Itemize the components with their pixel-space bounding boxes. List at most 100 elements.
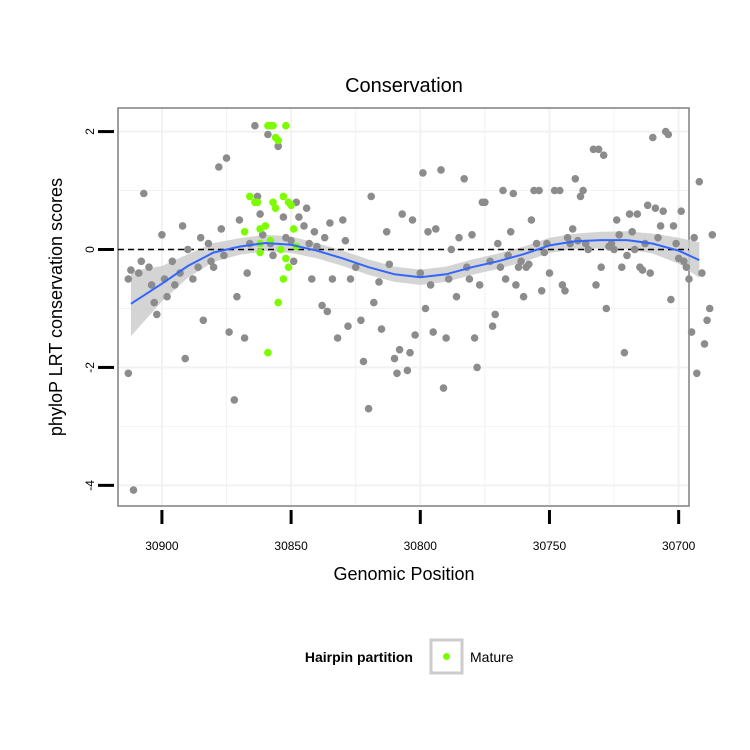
conservation-point [535, 186, 543, 195]
conservation-point [289, 257, 298, 266]
conservation-point [426, 281, 435, 289]
conservation-point [501, 275, 510, 283]
conservation-point [623, 251, 631, 260]
conservation-point [698, 269, 706, 277]
mature-point [271, 204, 280, 212]
conservation-point [269, 251, 277, 260]
conservation-point [506, 228, 515, 236]
conservation-point [367, 192, 376, 201]
conservation-point [659, 207, 667, 215]
y-tick-label: -2 [83, 362, 97, 373]
x-tick-label: 30850 [274, 539, 308, 553]
conservation-point [313, 242, 321, 251]
conservation-point [225, 328, 233, 336]
conservation-point [295, 213, 303, 221]
conservation-point [465, 275, 474, 283]
conservation-point [610, 245, 618, 254]
conservation-point [571, 175, 580, 183]
conservation-point [137, 257, 146, 266]
grid-lines [119, 109, 688, 505]
conservation-point [708, 231, 717, 239]
conservation-point [230, 396, 239, 404]
conservation-point [357, 316, 365, 325]
mature-point [274, 136, 283, 145]
conservation-point [351, 263, 360, 272]
conservation-point [326, 219, 334, 227]
mature-point [289, 225, 298, 233]
conservation-point [690, 233, 698, 242]
mature-point [264, 348, 272, 357]
conservation-point [207, 257, 215, 266]
conservation-point [235, 216, 244, 224]
conservation-point [147, 281, 156, 289]
conservation-point [419, 169, 427, 177]
conservation-point [682, 263, 691, 272]
conservation-point [475, 281, 484, 289]
conservation-point [514, 263, 523, 272]
conservation-point [320, 233, 329, 242]
mature-point [277, 245, 285, 254]
mature-point [274, 298, 283, 307]
conservation-point [163, 292, 171, 301]
conservation-point [597, 263, 605, 272]
conservation-point [416, 269, 425, 277]
conservation-point [253, 192, 262, 201]
conservation-point [346, 275, 355, 283]
conservation-point [669, 222, 678, 230]
conservation-point [323, 307, 332, 316]
mature-point [279, 192, 288, 201]
conservation-point [181, 354, 189, 363]
conservation-point [220, 251, 228, 260]
conservation-point [171, 281, 179, 289]
conservation-point [612, 216, 621, 224]
conservation-point [310, 228, 319, 236]
conservation-point [579, 186, 587, 195]
conservation-point [328, 275, 337, 283]
data-points [124, 121, 717, 494]
conservation-point [672, 239, 680, 248]
x-tick-label: 30750 [533, 539, 567, 553]
conservation-point [618, 263, 626, 272]
conservation-point [305, 239, 314, 248]
conservation-point [199, 316, 208, 325]
y-axis: -4 -2 0 2 [83, 128, 114, 491]
conservation-point [558, 281, 567, 289]
conservation-point [705, 304, 714, 313]
mature-point [282, 121, 290, 130]
conservation-point [406, 348, 414, 357]
conservation-point [563, 233, 572, 242]
conservation-point [424, 228, 432, 236]
confidence-band [130, 231, 700, 337]
conservation-point [377, 325, 386, 333]
conservation-point [302, 204, 311, 212]
conservation-point [545, 269, 554, 277]
mature-point [282, 254, 290, 263]
conservation-point [333, 334, 342, 342]
conservation-point [519, 292, 528, 301]
conservation-point [693, 369, 701, 378]
smooth-curve [130, 239, 700, 305]
conservation-point [134, 269, 143, 277]
conservation-point [527, 216, 536, 224]
conservation-point [429, 328, 438, 336]
conservation-point [124, 275, 133, 283]
plot-panel [117, 107, 690, 507]
conservation-point [339, 216, 347, 224]
conservation-point [615, 231, 623, 239]
mature-point [240, 228, 249, 236]
legend-entry-mature: Mature [470, 649, 514, 665]
x-tick-label: 30700 [662, 539, 696, 553]
conservation-point [215, 163, 223, 171]
conservation-point [196, 233, 205, 242]
conservation-point [649, 133, 657, 142]
conservation-point [217, 225, 226, 233]
x-axis-label: Genomic Position [333, 564, 474, 584]
mature-point [251, 198, 259, 207]
conservation-point [695, 177, 704, 186]
conservation-point [408, 216, 417, 224]
conservation-point [421, 304, 430, 313]
x-tick-label: 30900 [145, 539, 179, 553]
conservation-point [251, 121, 259, 130]
conservation-point [194, 263, 202, 272]
